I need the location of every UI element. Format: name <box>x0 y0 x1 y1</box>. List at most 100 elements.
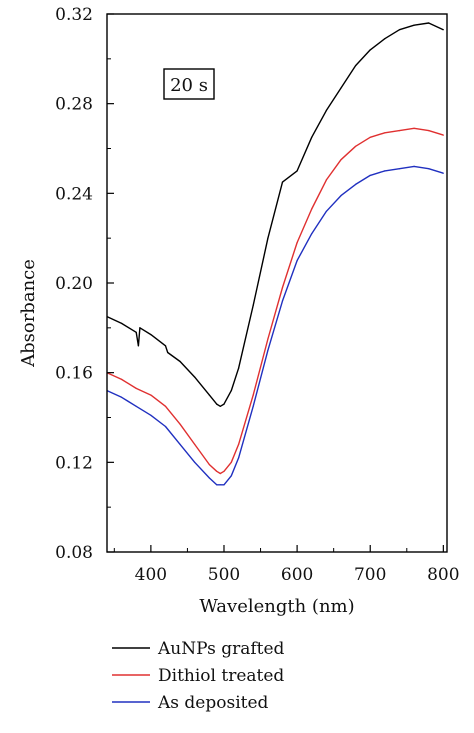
data-point-as-deposited-5 <box>179 443 181 445</box>
x-tick-label: 500 <box>208 565 240 585</box>
data-point-dithiol-treated-17 <box>311 208 313 210</box>
y-axis-title: Absorbance <box>18 259 39 368</box>
data-point-aunps-grafted-2 <box>135 331 137 333</box>
x-tick-label: 700 <box>354 565 386 585</box>
data-point-aunps-grafted-8 <box>179 360 181 363</box>
x-tick-label: 400 <box>135 565 167 585</box>
annotation-box <box>163 68 215 100</box>
data-point-aunps-grafted-3 <box>137 345 139 347</box>
data-point-dithiol-treated-24 <box>413 127 415 129</box>
data-point-aunps-grafted-13 <box>223 403 225 405</box>
data-point-dithiol-treated-25 <box>428 130 430 132</box>
data-point-aunps-grafted-25 <box>384 38 386 40</box>
data-point-dithiol-treated-2 <box>135 387 137 389</box>
data-point-dithiol-treated-18 <box>325 179 327 181</box>
data-point-dithiol-treated-13 <box>252 394 254 396</box>
data-point-as-deposited-1 <box>121 396 123 398</box>
data-point-as-deposited-18 <box>325 210 327 212</box>
data-point-aunps-grafted-26 <box>398 29 401 31</box>
data-point-dithiol-treated-23 <box>398 130 401 132</box>
data-point-dithiol-treated-19 <box>340 159 342 161</box>
data-point-as-deposited-20 <box>355 183 357 185</box>
y-tick-label: 0.12 <box>55 453 93 473</box>
x-tick-label: 800 <box>427 565 459 585</box>
data-point-dithiol-treated-11 <box>230 461 232 463</box>
data-point-as-deposited-19 <box>340 195 342 197</box>
legend-label: AuNPs grafted <box>157 639 285 659</box>
data-point-aunps-grafted-17 <box>267 237 269 239</box>
data-point-as-deposited-10 <box>223 484 225 486</box>
x-tick-label: 600 <box>281 565 313 585</box>
data-point-as-deposited-22 <box>384 170 386 172</box>
data-point-aunps-grafted-24 <box>369 49 371 51</box>
series-line-as-deposited <box>107 165 444 486</box>
data-point-aunps-grafted-29 <box>442 29 444 31</box>
legend: AuNPs grafted Dithiol treated As deposited <box>112 639 285 713</box>
data-point-as-deposited-3 <box>150 414 152 416</box>
data-point-as-deposited-9 <box>219 484 221 486</box>
data-point-dithiol-treated-7 <box>208 464 210 466</box>
data-point-aunps-grafted-16 <box>252 304 254 306</box>
data-point-as-deposited-8 <box>216 484 218 486</box>
y-tick-label: 0.28 <box>55 95 93 115</box>
data-point-dithiol-treated-4 <box>164 405 167 407</box>
data-point-dithiol-treated-26 <box>442 134 444 136</box>
data-point-as-deposited-4 <box>164 425 167 428</box>
data-point-dithiol-treated-6 <box>194 443 196 445</box>
data-point-dithiol-treated-9 <box>219 472 221 475</box>
x-axis-title: Wavelength (nm) <box>199 596 354 617</box>
data-point-dithiol-treated-10 <box>223 470 225 472</box>
data-point-as-deposited-2 <box>135 405 137 407</box>
y-tick-label: 0.20 <box>55 274 93 294</box>
data-point-as-deposited-26 <box>442 172 444 174</box>
plot-frame <box>106 13 448 553</box>
data-point-dithiol-treated-5 <box>179 423 181 425</box>
data-point-as-deposited-16 <box>296 260 298 262</box>
data-point-aunps-grafted-18 <box>281 181 284 183</box>
data-point-aunps-grafted-6 <box>164 345 167 347</box>
data-point-dithiol-treated-14 <box>267 338 269 340</box>
axes-layer: 400 500 600 700 800 0.08 0.12 0.16 0.20 0.24 0.28 0… <box>18 5 460 617</box>
data-point-aunps-grafted-5 <box>150 334 152 336</box>
data-point-as-deposited-24 <box>413 165 415 167</box>
data-point-dithiol-treated-20 <box>355 145 357 147</box>
data-point-aunps-grafted-14 <box>230 390 232 392</box>
data-point-as-deposited-25 <box>428 168 430 170</box>
data-point-dithiol-treated-15 <box>281 286 284 289</box>
data-point-aunps-grafted-20 <box>311 136 313 138</box>
data-point-as-deposited-23 <box>398 168 401 170</box>
legend-label: As deposited <box>157 693 269 713</box>
y-tick-label: 0.08 <box>55 543 93 563</box>
data-point-aunps-grafted-9 <box>194 376 196 378</box>
series-line-dithiol-treated <box>107 127 444 475</box>
data-point-dithiol-treated-3 <box>150 394 152 396</box>
data-point-as-deposited-21 <box>369 174 371 176</box>
data-point-aunps-grafted-27 <box>413 24 415 26</box>
data-point-as-deposited-11 <box>230 475 232 477</box>
data-point-dithiol-treated-1 <box>121 378 123 380</box>
data-point-aunps-grafted-15 <box>238 367 240 369</box>
y-tick-label: 0.32 <box>55 5 93 25</box>
data-point-aunps-grafted-23 <box>355 65 357 67</box>
y-tick-label: 0.16 <box>55 364 93 384</box>
y-tick-label: 0.24 <box>55 184 93 204</box>
data-point-aunps-grafted-4 <box>139 327 141 329</box>
data-point-aunps-grafted-11 <box>216 403 218 405</box>
data-point-aunps-grafted-7 <box>167 351 169 354</box>
data-point-dithiol-treated-21 <box>369 136 371 138</box>
data-point-aunps-grafted-1 <box>121 322 123 324</box>
data-point-dithiol-treated-8 <box>216 470 218 472</box>
data-point-aunps-grafted-12 <box>219 405 221 407</box>
data-point-aunps-grafted-10 <box>208 394 210 396</box>
data-point-aunps-grafted-22 <box>340 87 342 89</box>
series-line-aunps-grafted <box>107 22 444 407</box>
data-point-aunps-grafted-19 <box>296 170 298 172</box>
data-point-as-deposited-7 <box>208 477 210 479</box>
data-point-as-deposited-15 <box>281 300 284 302</box>
data-point-as-deposited-13 <box>252 405 254 407</box>
plot-layer <box>107 22 444 486</box>
data-point-as-deposited-12 <box>238 457 240 459</box>
data-point-aunps-grafted-28 <box>428 22 430 24</box>
